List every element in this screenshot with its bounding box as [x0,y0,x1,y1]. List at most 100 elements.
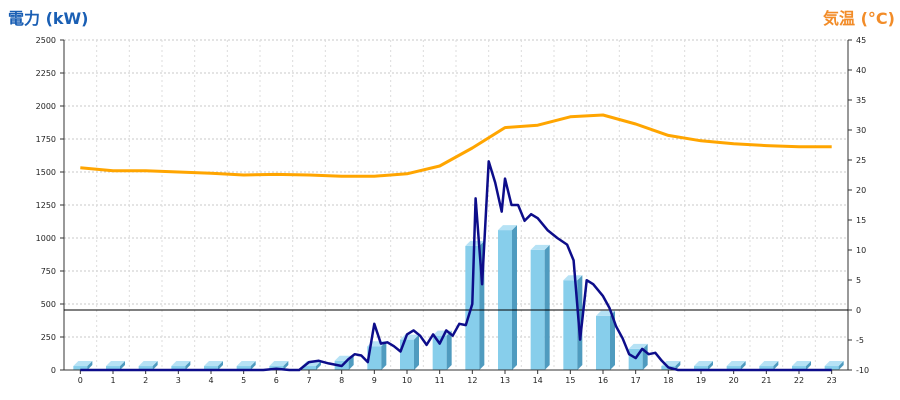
x-tick-label: 17 [631,376,641,385]
right-tick-label: 30 [856,126,866,135]
right-tick-label: 40 [856,66,866,75]
bar-side [185,361,191,370]
bar-side [218,361,223,370]
bar [726,366,741,370]
right-tick-label: 15 [856,216,866,225]
x-tick-label: 10 [402,376,412,385]
x-tick-label: 0 [78,376,83,385]
bar-top [563,275,583,281]
bar-side [414,334,419,370]
bar-side [838,361,844,370]
bar [824,366,839,370]
bar [498,230,512,370]
bar-top [530,244,550,250]
bar-top [726,361,746,367]
x-tick-label: 14 [533,376,543,385]
bar-side [152,361,158,370]
x-tick-label: 15 [565,376,575,385]
bar-side [120,361,125,370]
bar [106,366,120,370]
bar-top [138,361,158,367]
bar-side [544,244,550,370]
bar-top [73,361,93,367]
grid [64,39,848,370]
left-tick-label: 500 [41,300,56,309]
x-tick-label: 12 [467,376,477,385]
x-tick-label: 8 [339,376,344,385]
bar [236,366,251,370]
temperature-line [80,113,832,178]
right-tick-label: 35 [856,96,866,105]
bar-top [824,361,844,367]
x-tick-label: 1 [110,376,115,385]
left-tick-label: 250 [41,333,56,342]
x-tick-label: 21 [761,376,771,385]
bar-side [675,361,681,370]
left-tick-label: 0 [51,366,56,375]
bar [792,366,806,370]
bar [367,346,382,370]
x-tick-label: 4 [208,376,213,385]
bar-side [512,225,517,370]
left-tick-label: 1250 [36,201,56,210]
bar-top [628,343,648,349]
x-tick-label: 18 [663,376,673,385]
right-axis-title: 気温 (°C) [823,9,895,28]
bar-series [73,225,844,370]
x-tick-label: 16 [598,376,608,385]
x-tick-label: 5 [241,376,246,385]
bar-side [806,361,811,370]
bar-side [610,310,615,370]
bar [73,366,88,370]
right-tick-label: 25 [856,156,866,165]
left-tick-label: 1500 [36,168,56,177]
bar [138,366,153,370]
x-tick-label: 13 [500,376,510,385]
bar-side [316,361,321,370]
x-tick-label: 7 [306,376,311,385]
bar-side [87,361,93,370]
bar [204,366,218,370]
bar-side [348,355,354,370]
bar-top [171,361,191,367]
bar-top [236,361,256,367]
right-tick-label: 0 [856,306,861,315]
bar [694,366,708,370]
right-tick-label: -5 [856,336,864,345]
x-tick-label: 22 [794,376,804,385]
bar [432,335,447,370]
left-tick-label: 1750 [36,135,56,144]
x-tick-label: 9 [372,376,377,385]
left-tick-label: 2250 [36,69,56,78]
bar-top [694,361,713,367]
left-tick-label: 750 [41,267,56,276]
right-tick-label: 20 [856,186,866,195]
left-tick-label: 2500 [36,36,56,45]
bar-top [269,361,289,367]
bar-top [759,361,779,367]
right-tick-label: 45 [856,36,866,45]
bar [596,315,610,370]
bar [302,366,316,370]
x-tick-label: 6 [274,376,279,385]
x-tick-label: 23 [827,376,837,385]
bar-top [498,225,517,231]
bar [171,366,186,370]
x-tick-label: 3 [176,376,181,385]
left-axis-title: 電力 (kW) [8,9,89,28]
bar-side [740,361,746,370]
bar-side [381,341,387,370]
bar-side [283,361,289,370]
left-tick-label: 1000 [36,234,56,243]
x-tick-label: 11 [435,376,445,385]
bar-top [204,361,223,367]
power-line [80,160,832,372]
line-series [80,113,832,372]
bar-side [446,330,452,370]
bar-side [708,361,713,370]
left-tick-label: 2000 [36,102,56,111]
bar-top [106,361,125,367]
bar-side [773,361,779,370]
x-tick-label: 19 [696,376,706,385]
